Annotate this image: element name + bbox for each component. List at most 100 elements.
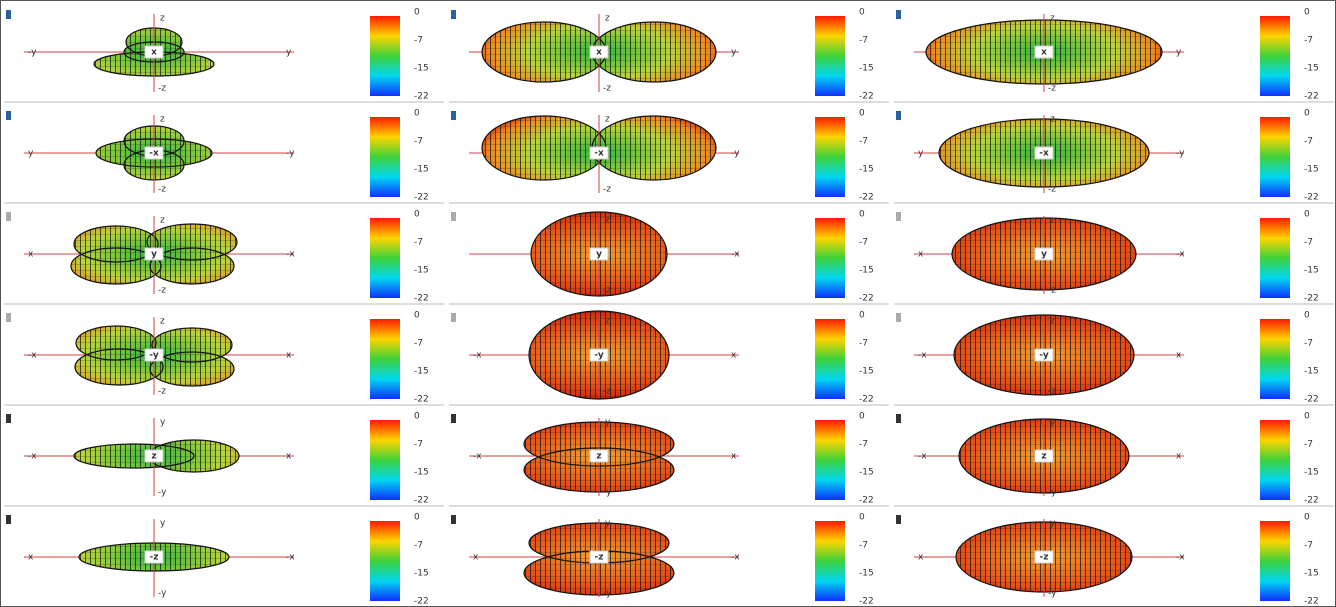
axis-label-center: x xyxy=(1041,48,1047,58)
colorbar xyxy=(370,319,400,399)
panel-icon xyxy=(451,10,456,19)
colorbar-tick-label: -7 xyxy=(1304,36,1313,46)
axis-label-right: x xyxy=(286,351,292,361)
colorbar-tick-label: -15 xyxy=(859,367,874,377)
panel-icon xyxy=(451,212,456,221)
colorbar-tick-label: -7 xyxy=(859,137,868,147)
axis-label-center: -x xyxy=(1039,149,1049,159)
panel-icon xyxy=(451,515,456,524)
center-label-box xyxy=(144,348,164,362)
colorbar-tick-label: 0 xyxy=(859,513,865,523)
panel-icon xyxy=(6,10,11,19)
center-label-box xyxy=(1034,146,1054,160)
axis-label-top: z xyxy=(1050,14,1055,24)
panel-icon xyxy=(6,212,11,221)
colorbar-tick-label: 0 xyxy=(1304,8,1310,18)
panel-icon xyxy=(6,111,11,120)
pattern-outline xyxy=(70,247,162,285)
colorbar-tick-label: -22 xyxy=(1304,92,1319,102)
axis-label-left: x xyxy=(918,250,924,260)
axis-label-right: -y xyxy=(286,149,295,159)
axis-label-center: y xyxy=(596,250,602,260)
panel-icon xyxy=(896,414,901,423)
axis-label-bottom: -y xyxy=(1048,488,1057,498)
panel-icon xyxy=(896,111,901,120)
axis-label-right: -y xyxy=(1176,149,1185,159)
axis-label-left: -x xyxy=(473,452,482,462)
axis-label-center: z xyxy=(596,452,601,462)
axis-label-right: -x xyxy=(286,553,295,563)
axis-label-top: y xyxy=(605,418,611,428)
panel-icon xyxy=(451,414,456,423)
axis-label-right: -x xyxy=(286,250,295,260)
colorbar-tick-label: -7 xyxy=(414,36,423,46)
colorbar xyxy=(1260,420,1290,500)
axis-label-top: z xyxy=(605,216,610,226)
axis-label-left: x xyxy=(473,553,479,563)
center-label-box xyxy=(1034,247,1054,261)
pattern-outline xyxy=(146,223,238,261)
axis-label-top: z xyxy=(1050,317,1055,327)
colorbar xyxy=(370,117,400,197)
pattern-outline xyxy=(151,327,233,363)
colorbar xyxy=(1260,16,1290,96)
colorbar-tick-label: -7 xyxy=(414,541,423,551)
colorbar-tick-label: 0 xyxy=(414,8,420,18)
center-label-box xyxy=(144,45,164,59)
colorbar-tick-label: -15 xyxy=(414,367,429,377)
axis-label-center: y xyxy=(151,250,157,260)
colorbar-tick-label: -22 xyxy=(1304,496,1319,506)
panel-icon xyxy=(896,515,901,524)
axis-label-left: y xyxy=(28,149,34,159)
axis-label-left: -x xyxy=(473,351,482,361)
axis-label-bottom: -y xyxy=(158,488,167,498)
colorbar-tick-label: -15 xyxy=(1304,367,1319,377)
colorbar-tick-label: 0 xyxy=(414,210,420,220)
axis-label-right: -y xyxy=(731,149,740,159)
center-label-box xyxy=(589,45,609,59)
axis-label-bottom: -z xyxy=(1048,185,1056,195)
axis-label-bottom: -z xyxy=(158,286,166,296)
colorbar xyxy=(1260,218,1290,298)
pattern-outline xyxy=(75,325,157,361)
panel-icon xyxy=(6,414,11,423)
colorbar-tick-label: -7 xyxy=(1304,339,1313,349)
axis-label-bottom: -z xyxy=(603,185,611,195)
center-label-box xyxy=(589,247,609,261)
colorbar xyxy=(370,420,400,500)
center-label-box xyxy=(144,449,164,463)
colorbar-tick-label: -22 xyxy=(1304,294,1319,304)
colorbar-tick-label: 0 xyxy=(859,311,865,321)
center-label-box xyxy=(144,146,164,160)
colorbar-tick-label: -7 xyxy=(1304,238,1313,248)
colorbar-tick-label: -22 xyxy=(859,597,874,607)
center-label-box xyxy=(144,247,164,261)
center-label-box xyxy=(589,550,609,564)
center-label-box xyxy=(144,550,164,564)
colorbar-tick-label: -15 xyxy=(859,569,874,579)
pattern-outline xyxy=(73,443,195,469)
axis-label-center: -x xyxy=(149,149,159,159)
axis-label-left: x xyxy=(918,553,924,563)
axis-label-bottom: -z xyxy=(1048,84,1056,94)
colorbar-tick-label: -22 xyxy=(414,92,429,102)
colorbar-tick-label: -22 xyxy=(414,597,429,607)
colorbar-tick-label: -7 xyxy=(859,339,868,349)
colorbar-tick-label: -22 xyxy=(1304,597,1319,607)
colorbar-tick-label: -22 xyxy=(859,193,874,203)
axis-label-bottom: -z xyxy=(603,387,611,397)
colorbar-tick-label: -22 xyxy=(414,496,429,506)
colorbar-tick-label: -22 xyxy=(1304,395,1319,405)
axis-label-top: z xyxy=(160,115,165,125)
colorbar-tick-label: -15 xyxy=(1304,468,1319,478)
colorbar xyxy=(370,16,400,96)
colorbar-tick-label: 0 xyxy=(859,412,865,422)
axis-label-right: -x xyxy=(731,553,740,563)
axis-label-right: -x xyxy=(1176,553,1185,563)
colorbar xyxy=(815,420,845,500)
pattern-outline xyxy=(74,348,164,386)
colorbar-tick-label: 0 xyxy=(859,109,865,119)
panel-icon xyxy=(6,515,11,524)
colorbar-tick-label: -15 xyxy=(1304,266,1319,276)
axis-label-left: -x xyxy=(918,452,927,462)
